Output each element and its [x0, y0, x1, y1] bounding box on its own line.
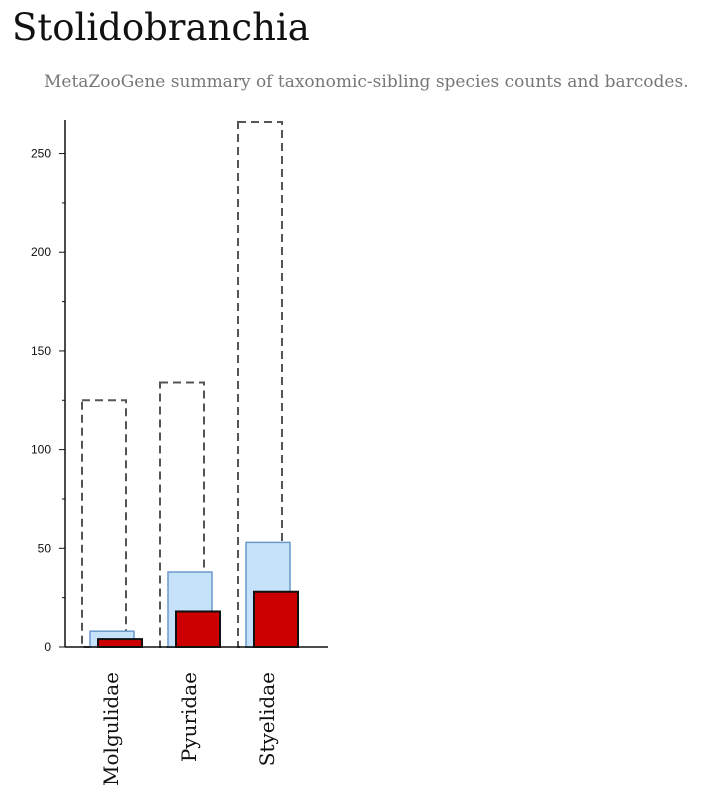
axes-group: Molgulidae Pyuridae Styelidae 0 50 100 150 200 2…	[31, 120, 328, 786]
y-tick-label: 250	[31, 147, 51, 161]
x-tick-label-molgulidae: Molgulidae	[99, 672, 123, 786]
x-tick-label-styelidae: Styelidae	[255, 672, 279, 766]
bar-3-molgulidae	[97, 638, 143, 648]
page-subtitle: MetaZooGene summary of taxonomic-sibling…	[44, 72, 689, 92]
y-tick-label: 200	[31, 245, 51, 259]
x-tick-label-pyuridae: Pyuridae	[177, 672, 201, 762]
bar-3-pyuridae	[175, 610, 221, 649]
bars-group	[81, 120, 299, 649]
y-tick-label: 0	[44, 640, 51, 654]
page-title: Stolidobranchia	[12, 6, 310, 49]
y-tick-label: 50	[38, 541, 52, 555]
bar-3-styelidae	[253, 590, 299, 648]
y-tick-label: 150	[31, 344, 51, 358]
bar-1-molgulidae	[81, 399, 127, 648]
y-tick-label: 100	[31, 443, 51, 457]
